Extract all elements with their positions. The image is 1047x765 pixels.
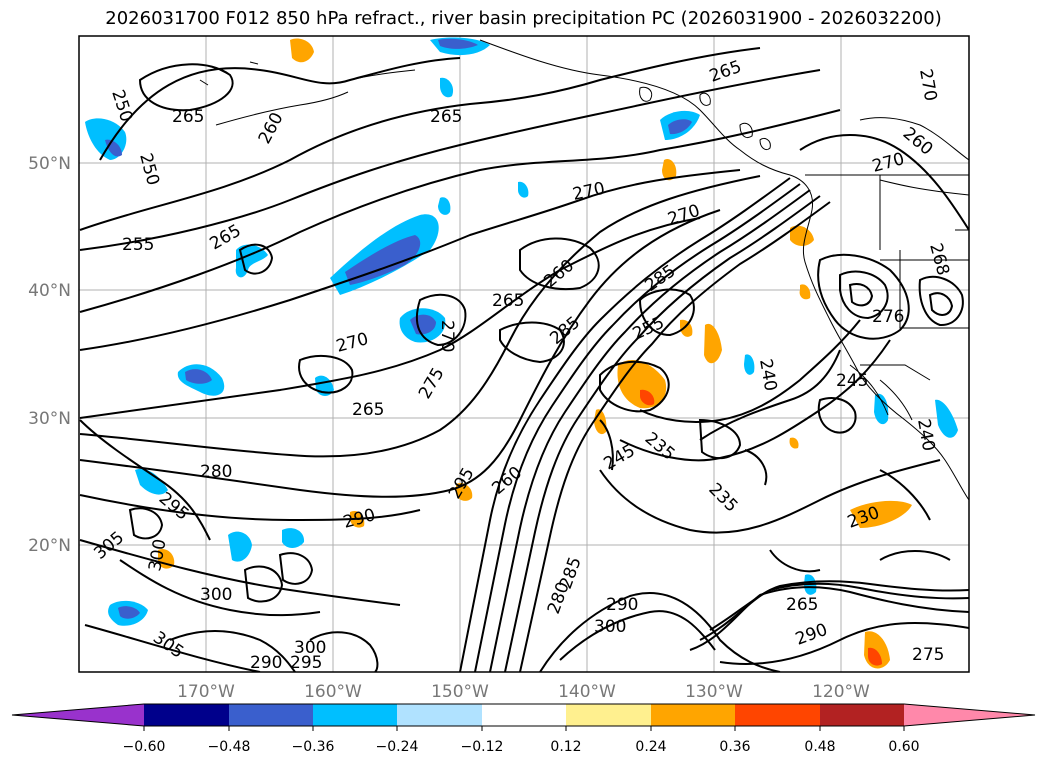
longitude-label: 150°W bbox=[431, 682, 489, 702]
colorbar-segment bbox=[566, 704, 651, 726]
colorbar-tick-label: 0.60 bbox=[888, 739, 919, 755]
contour-label: 270 bbox=[437, 320, 457, 352]
contour-label: 290 bbox=[250, 653, 282, 673]
colorbar-tick-label: 0.24 bbox=[635, 739, 666, 755]
colorbar-segment bbox=[144, 704, 229, 726]
colorbar-tick-label: −0.12 bbox=[461, 739, 504, 755]
colorbar-tick-label: 0.36 bbox=[719, 739, 750, 755]
contour-label: 275 bbox=[912, 645, 944, 665]
latitude-label: 20°N bbox=[28, 536, 71, 556]
refractivity-contours bbox=[79, 47, 969, 672]
longitude-label: 130°W bbox=[685, 682, 743, 702]
colorbar-segment bbox=[735, 704, 820, 726]
colorbar: −0.60 −0.48 −0.36 −0.24 −0.12 0.12 0.24 … bbox=[11, 703, 1036, 755]
longitude-label: 140°W bbox=[558, 682, 616, 702]
map-background bbox=[79, 36, 969, 672]
precip-shading bbox=[85, 37, 958, 669]
colorbar-segment bbox=[482, 704, 566, 726]
contour-label: 280 bbox=[200, 462, 232, 482]
colorbar-tick-label: −0.60 bbox=[123, 739, 166, 755]
colorbar-extend-high bbox=[904, 704, 1035, 726]
colorbar-segment bbox=[820, 704, 904, 726]
colorbar-tick-label: −0.24 bbox=[376, 739, 419, 755]
latitude-label: 40°N bbox=[28, 281, 71, 301]
chart-title: 2026031700 F012 850 hPa refract., river … bbox=[105, 8, 942, 29]
colorbar-extend-low bbox=[12, 704, 144, 726]
colorbar-tick-label: 0.12 bbox=[550, 739, 581, 755]
colorbar-segment bbox=[651, 704, 735, 726]
contour-label: 255 bbox=[122, 235, 154, 255]
contour-label: 300 bbox=[294, 638, 326, 658]
contour-label: 295 bbox=[290, 653, 322, 673]
map-frame bbox=[78, 35, 970, 673]
latitude-label: 30°N bbox=[28, 409, 71, 429]
coastline bbox=[199, 39, 969, 501]
contour-label: 300 bbox=[594, 617, 626, 637]
colorbar-tick-label: −0.48 bbox=[208, 739, 251, 755]
contour-label: 265 bbox=[492, 291, 524, 311]
latitude-axis: 50°N 40°N 30°N 20°N bbox=[28, 154, 71, 556]
latitude-label: 50°N bbox=[28, 154, 71, 174]
colorbar-tick-label: −0.36 bbox=[292, 739, 335, 755]
contour-label: 265 bbox=[430, 107, 462, 127]
contour-label: 265 bbox=[352, 400, 384, 420]
contour-label: 300 bbox=[200, 585, 232, 605]
contour-label: 265 bbox=[786, 595, 818, 615]
contour-label: 276 bbox=[872, 307, 904, 327]
colorbar-segment bbox=[229, 704, 313, 726]
longitude-axis: 170°W 160°W 150°W 140°W 130°W 120°W bbox=[177, 682, 870, 702]
colorbar-segment bbox=[313, 704, 397, 726]
colorbar-tick-label: 0.48 bbox=[804, 739, 835, 755]
longitude-label: 120°W bbox=[812, 682, 870, 702]
contour-label: 245 bbox=[836, 371, 868, 391]
contour-label: 265 bbox=[172, 107, 204, 127]
contour-label: 290 bbox=[606, 595, 638, 615]
political-boundaries bbox=[805, 174, 969, 381]
longitude-label: 170°W bbox=[177, 682, 235, 702]
colorbar-segment bbox=[397, 704, 482, 726]
longitude-label: 160°W bbox=[304, 682, 362, 702]
